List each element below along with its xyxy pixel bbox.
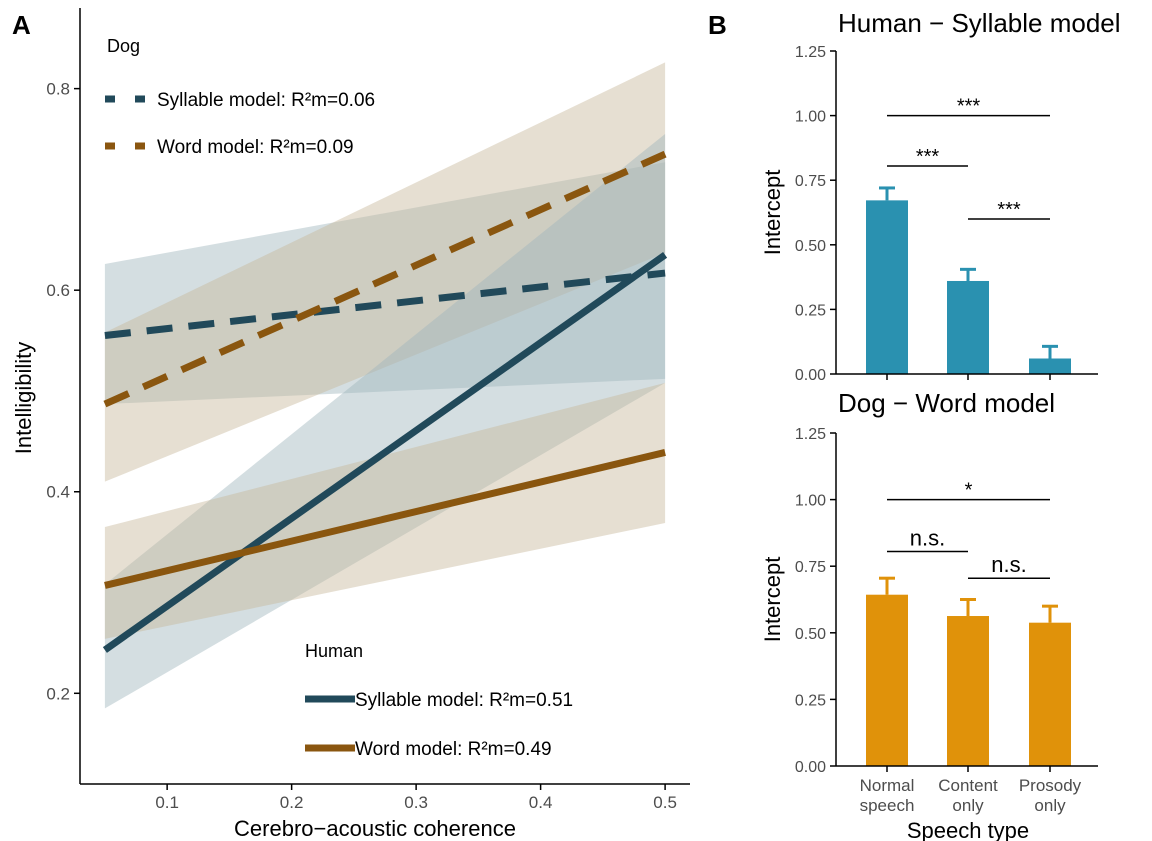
y-tick-label: 1.00 xyxy=(795,493,826,510)
bar xyxy=(947,616,989,766)
x-tick-label: Content xyxy=(938,776,998,795)
x-tick-label: 0.5 xyxy=(653,793,677,812)
legend-title-dog: Dog xyxy=(107,36,140,56)
ci-band-human-syllable xyxy=(104,133,666,709)
significance-label: n.s. xyxy=(991,552,1026,577)
line-dog-syllable xyxy=(104,269,666,340)
significance-label: *** xyxy=(916,146,940,168)
line-human-syllable xyxy=(102,252,668,653)
y-tick-label: 0.6 xyxy=(46,281,70,300)
panel-b-title: Dog − Word model xyxy=(838,388,1055,418)
x-axis-title: Cerebro−acoustic coherence xyxy=(234,816,516,841)
y-tick-label: 1.25 xyxy=(795,426,826,443)
line-human-word xyxy=(104,449,666,589)
panel-b-title: Human − Syllable model xyxy=(838,8,1121,38)
y-tick-label: 0.00 xyxy=(795,367,826,384)
y-tick-label: 0.8 xyxy=(46,80,70,99)
y-tick-label: 0.50 xyxy=(795,626,826,643)
line-dog-word xyxy=(103,150,667,408)
panel-b-top-chart: Human − Syllable model *** *** *** 0.00 0.25 0… xyxy=(760,8,1121,384)
x-axis-title: Speech type xyxy=(907,818,1029,841)
y-axis-title: Intelligibility xyxy=(11,342,36,455)
panel-label-b: B xyxy=(708,10,727,40)
bar xyxy=(1029,358,1071,374)
y-tick-label: 0.00 xyxy=(795,759,826,776)
x-tick-label: only xyxy=(952,796,984,815)
y-tick-label: 0.75 xyxy=(795,173,826,190)
x-tick-label: speech xyxy=(860,796,915,815)
y-tick-label: 0.2 xyxy=(46,684,70,703)
significance-label: *** xyxy=(997,199,1021,221)
y-axis-title: Intercept xyxy=(760,170,785,256)
y-axis-title: Intercept xyxy=(760,557,785,643)
ci-band-dog-word xyxy=(104,62,666,482)
x-tick-label: Prosody xyxy=(1019,776,1082,795)
ci-band-dog-syllable xyxy=(104,162,666,405)
significance-label: * xyxy=(965,480,973,502)
panel-a-chart: 0.1 0.2 0.3 0.4 0.5 0.2 0.4 0.6 0.8 Cerebro−acous… xyxy=(11,8,690,841)
y-tick-label: 0.25 xyxy=(795,302,826,319)
x-tick-label: only xyxy=(1034,796,1066,815)
bar xyxy=(1029,622,1071,766)
panel-b-bottom-chart: Dog − Word model * n.s. n.s. 0.00 0.25 0.50 0.7… xyxy=(760,388,1098,841)
significance-label: *** xyxy=(957,96,981,118)
x-tick-label: 0.3 xyxy=(404,793,428,812)
y-tick-label: 0.4 xyxy=(46,483,70,502)
y-tick-label: 0.25 xyxy=(795,692,826,709)
legend-label-dog-word: Word model: R²m=0.09 xyxy=(157,137,354,158)
panel-label-a: A xyxy=(12,10,31,40)
ci-band-human-word xyxy=(104,382,666,639)
bar xyxy=(866,200,908,374)
y-tick-label: 0.50 xyxy=(795,238,826,255)
legend-label-human-word: Word model: R²m=0.49 xyxy=(355,739,552,760)
x-tick-label: Normal xyxy=(860,776,915,795)
x-tick-label: 0.4 xyxy=(529,793,553,812)
x-tick-label: 0.2 xyxy=(280,793,304,812)
x-tick-label: 0.1 xyxy=(155,793,179,812)
y-tick-label: 0.75 xyxy=(795,559,826,576)
y-tick-label: 1.25 xyxy=(795,44,826,61)
significance-label: n.s. xyxy=(910,526,945,551)
bar xyxy=(866,594,908,766)
legend-label-dog-syllable: Syllable model: R²m=0.06 xyxy=(157,90,375,111)
bar xyxy=(947,280,989,374)
y-tick-label: 1.00 xyxy=(795,109,826,126)
legend-label-human-syllable: Syllable model: R²m=0.51 xyxy=(355,690,573,711)
legend-title-human: Human xyxy=(305,641,363,661)
